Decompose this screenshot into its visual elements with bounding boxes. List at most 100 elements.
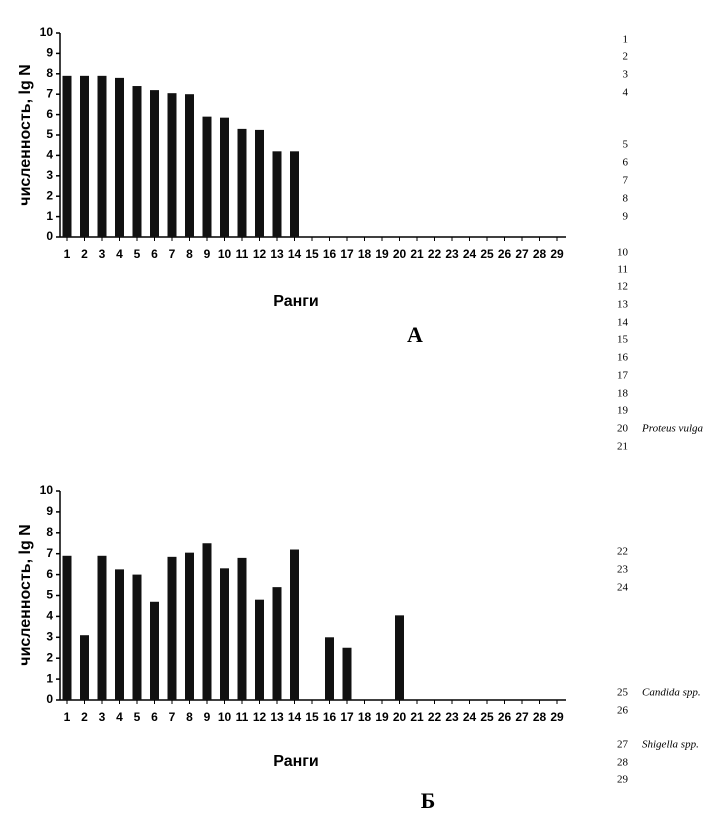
rank-number: 13 [617,299,629,311]
y-axis-label: численность, lg N [17,64,34,205]
bar [185,94,194,237]
bar [220,568,229,700]
y-tick-label: 9 [46,504,53,518]
rank-number: 29 [617,774,629,786]
rank-number: 26 [617,705,629,717]
x-tick-label: 22 [428,710,442,724]
y-tick-label: 7 [46,546,53,560]
x-tick-label: 11 [236,247,249,261]
bar [150,90,159,238]
x-tick-label: 26 [498,247,512,261]
rank-number: 1 [623,34,629,46]
y-tick-label: 2 [46,650,53,664]
y-tick-label: 8 [46,66,53,80]
x-tick-label: 27 [515,247,529,261]
bar [80,75,89,237]
y-tick-label: 3 [46,168,53,182]
rank-number: 14 [617,317,629,329]
rank-number: 21 [617,441,628,453]
rank-number: 7 [623,175,629,187]
y-tick-label: 3 [46,629,53,643]
x-tick-label: 4 [116,710,123,724]
x-tick-label: 14 [288,247,302,261]
bar [167,93,177,238]
x-tick-label: 26 [498,710,512,724]
x-tick-label: 15 [305,710,319,724]
x-tick-label: 18 [358,247,372,261]
rank-text: Candida spp. [642,687,701,699]
x-tick-label: 5 [134,247,141,261]
rank-number: 28 [617,757,629,769]
x-tick-label: 11 [236,710,249,724]
rank-number: 2 [623,51,629,63]
rank-number: 23 [617,564,629,576]
x-tick-label: 27 [515,710,529,724]
x-axis-label: Ранги [273,293,319,310]
x-tick-label: 21 [410,247,424,261]
bar [150,601,159,700]
y-tick-label: 6 [46,567,53,581]
y-tick-label: 10 [40,483,54,497]
y-tick-label: 8 [46,525,53,539]
bar [185,552,194,700]
rank-number: 24 [617,582,629,594]
x-tick-label: 20 [393,247,407,261]
x-tick-label: 25 [480,247,494,261]
y-tick-label: 4 [46,609,53,623]
bar [220,117,229,237]
x-tick-label: 12 [253,710,267,724]
x-tick-label: 10 [218,710,232,724]
x-tick-label: 4 [116,247,123,261]
rank-number: 10 [617,247,629,259]
x-tick-label: 19 [375,247,389,261]
rank-number: 27 [617,739,629,751]
bar [80,635,89,700]
bar [255,599,264,700]
rank-number: 3 [623,69,629,81]
x-tick-label: 23 [445,247,459,261]
x-tick-label: 18 [358,710,372,724]
x-tick-label: 13 [270,710,284,724]
bar [97,75,107,237]
y-tick-label: 1 [46,671,53,685]
rank-number: 6 [623,157,629,169]
x-tick-label: 1 [64,247,71,261]
rank-number: 17 [617,370,629,382]
x-tick-label: 28 [533,247,547,261]
x-tick-label: 10 [218,247,232,261]
rank-number: 5 [623,139,629,151]
x-tick-label: 16 [323,710,337,724]
rank-number: 8 [623,193,629,205]
x-tick-label: 15 [305,247,319,261]
y-tick-label: 5 [46,588,53,602]
x-tick-label: 8 [186,710,193,724]
y-tick-label: 5 [46,127,53,141]
bar [115,77,124,237]
y-tick-label: 6 [46,107,53,121]
y-tick-label: 4 [46,148,53,162]
x-tick-label: 6 [151,247,158,261]
rank-number: 16 [617,352,629,364]
x-tick-label: 20 [393,710,407,724]
x-tick-label: 9 [204,710,211,724]
rank-number: 9 [623,211,629,223]
bar [290,549,299,700]
x-tick-label: 24 [463,710,477,724]
rank-number: 15 [617,334,629,346]
bar [132,574,142,700]
x-tick-label: 17 [340,710,354,724]
x-tick-label: 9 [204,247,211,261]
x-tick-label: 24 [463,247,477,261]
x-tick-label: 25 [480,710,494,724]
x-tick-label: 12 [253,247,267,261]
x-tick-label: 5 [134,710,141,724]
y-tick-label: 0 [46,229,53,243]
y-tick-label: 2 [46,188,53,202]
rank-number: 20 [617,423,629,435]
y-tick-label: 1 [46,209,53,223]
bar [342,647,352,700]
x-tick-label: 29 [550,247,564,261]
rank-number: 18 [617,388,629,400]
x-tick-label: 2 [81,710,88,724]
